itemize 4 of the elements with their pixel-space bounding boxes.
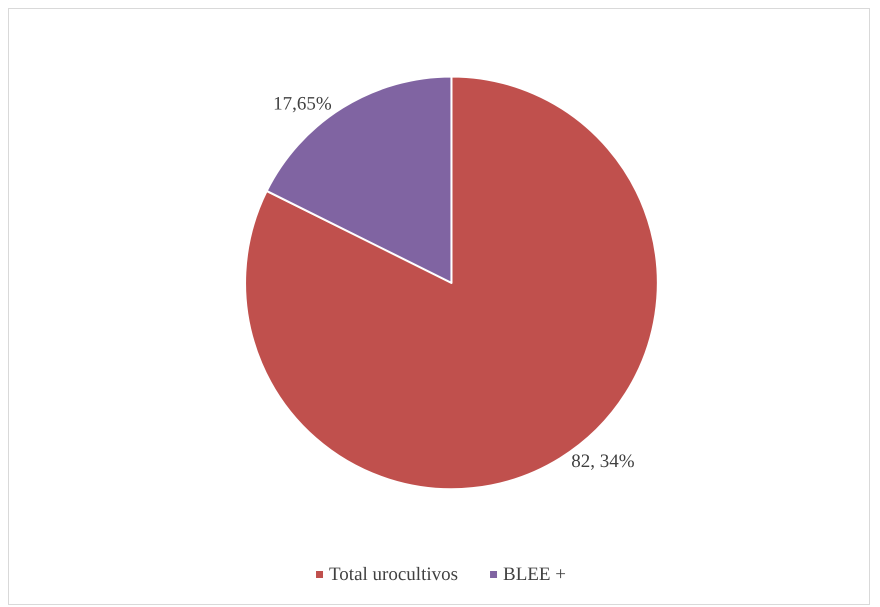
- data-label: 82, 34%: [571, 451, 635, 472]
- data-label: 17,65%: [273, 94, 332, 115]
- legend-label: Total urocultivos: [329, 564, 458, 585]
- legend-label: BLEE +: [503, 564, 566, 585]
